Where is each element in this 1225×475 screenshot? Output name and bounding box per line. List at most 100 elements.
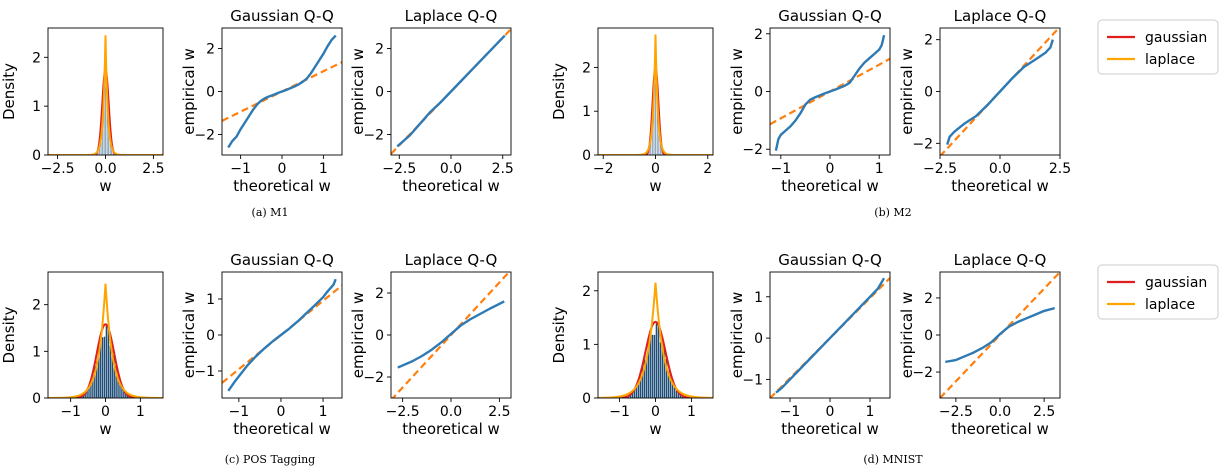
panel-laplace-qq: −2.5 0.0 2.5 −2 0 2 theoretical w empirical w La… [349, 7, 514, 195]
y-tick-label: 2 [754, 27, 763, 43]
panel-title: Gaussian Q-Q [230, 251, 334, 269]
y-axis-label: Density [0, 306, 18, 363]
histogram-bar [106, 325, 108, 398]
y-tick-label: 2 [924, 33, 933, 49]
panel-gaussian-qq: −1 0 1 −2 0 2 theoretical w empirical w Gaussian… [180, 7, 342, 195]
y-axis-label: empirical w [349, 292, 367, 379]
subfigure-caption: (d) MNIST [863, 453, 923, 466]
x-tick-label: 2 [703, 161, 712, 177]
qq-curve [228, 279, 335, 391]
y-tick-label: 0 [582, 391, 591, 407]
x-tick-label: 2.5 [488, 404, 510, 420]
y-tick-label: 0 [32, 148, 41, 164]
panel-density: −2 0 2012wDensity [550, 28, 713, 195]
y-tick-label: 0 [32, 391, 41, 407]
plot-area [391, 270, 511, 400]
x-tick-label: −2 [593, 161, 614, 177]
panel-title: Laplace Q-Q [405, 7, 498, 25]
subfigure-caption: (b) M2 [874, 206, 911, 219]
x-axis-label: w [99, 177, 111, 195]
x-tick-label: −2.5 [382, 161, 416, 177]
y-axis-label: empirical w [180, 292, 198, 379]
x-tick-label: 0.0 [94, 161, 116, 177]
figure-group-m1: −2.5 0.0 2.5 0 1 2 w Density −1 0 1 −2 0 2 theoretical… [0, 7, 514, 219]
y-axis-label: Density [550, 63, 568, 120]
panel-laplace-qq: −2.5 0.0 2.5 −2 0 2 theoretical w empirical w La… [898, 7, 1071, 195]
x-tick-label: 2.5 [492, 161, 514, 177]
histogram-bar [104, 336, 106, 398]
x-tick-label: 2.5 [1033, 404, 1055, 420]
plot-area [48, 35, 163, 155]
legend: gaussian laplace [1098, 20, 1218, 74]
y-axis-label: empirical w [728, 48, 746, 135]
y-tick-label: 2 [375, 41, 384, 57]
x-axis-label: theoretical w [951, 177, 1049, 195]
panel-title: Laplace Q-Q [954, 7, 1047, 25]
x-axis-label: theoretical w [233, 177, 331, 195]
plot-area [598, 35, 713, 155]
x-axis-label: w [99, 420, 111, 438]
histogram-bar [656, 323, 658, 398]
x-tick-label: 1 [687, 404, 696, 420]
panel-density: −1 0 1 0 1 2 w Density [0, 272, 163, 438]
x-axis-label: theoretical w [951, 420, 1049, 438]
y-tick-label: 2 [32, 298, 41, 314]
x-tick-label: 0 [826, 404, 835, 420]
panel-gaussian-qq: −1 0 1 −2 0 2 theoretical w empirical w Gaussian… [728, 7, 890, 195]
legend-label-gaussian: gaussian [1145, 275, 1207, 291]
plot-area [48, 284, 163, 398]
plot-area [940, 272, 1060, 398]
y-tick-label: 0 [375, 328, 384, 344]
legend: gaussian laplace [1098, 265, 1218, 319]
y-axis-label: empirical w [898, 48, 916, 135]
y-tick-label: 0 [754, 331, 763, 347]
panel-density: −2.5 0.0 2.5012wDensity [0, 28, 165, 195]
qq-curve [776, 35, 884, 150]
y-tick-label: 0 [754, 85, 763, 101]
legend-label-gaussian: gaussian [1145, 30, 1207, 46]
y-tick-label: 1 [582, 104, 591, 120]
y-tick-label: 0 [924, 328, 933, 344]
histogram-bar [657, 326, 659, 398]
plot-area [598, 283, 713, 398]
y-tick-label: 2 [582, 284, 591, 300]
x-tick-label: 0 [826, 161, 835, 177]
y-tick-label: 1 [582, 337, 591, 353]
plot-area [222, 279, 342, 391]
x-tick-label: −2.5 [939, 404, 973, 420]
legend-label-laplace: laplace [1145, 297, 1195, 313]
subfigure-caption: (c) POS Tagging [225, 453, 315, 466]
y-tick-label: 2 [924, 291, 933, 307]
histogram-bar [652, 335, 654, 398]
x-tick-label: −2.5 [41, 161, 75, 177]
y-tick-label: 1 [32, 344, 41, 360]
panel-density: −1 0 1 0 1 2 w Density [550, 272, 713, 438]
panel-laplace-qq: −2.5 0.0 2.5 −2 0 2 theoretical w empirical w La… [898, 251, 1060, 438]
x-tick-label: −1 [230, 161, 251, 177]
plot-area [940, 27, 1060, 157]
y-tick-label: 2 [582, 60, 591, 76]
qq-curve [945, 308, 1054, 362]
y-tick-label: 2 [375, 286, 384, 302]
y-tick-label: 0 [206, 328, 215, 344]
histogram-bar [654, 335, 656, 398]
x-tick-label: −2.5 [386, 404, 420, 420]
histogram-bar [102, 337, 104, 398]
plot-area [222, 36, 342, 148]
x-tick-label: −1 [770, 161, 791, 177]
x-tick-label: 0 [278, 161, 287, 177]
x-tick-label: 2.5 [142, 161, 164, 177]
x-axis-label: w [649, 177, 661, 195]
y-tick-label: 2 [206, 41, 215, 57]
x-axis-label: theoretical w [402, 177, 500, 195]
y-tick-label: 0 [924, 85, 933, 101]
panel-title: Gaussian Q-Q [230, 7, 334, 25]
y-tick-label: −2 [742, 142, 763, 158]
x-tick-label: 0.0 [440, 404, 462, 420]
x-tick-label: −2.5 [923, 161, 957, 177]
x-tick-label: 1 [136, 404, 145, 420]
y-tick-label: 0 [582, 148, 591, 164]
qq-curve [228, 36, 336, 148]
